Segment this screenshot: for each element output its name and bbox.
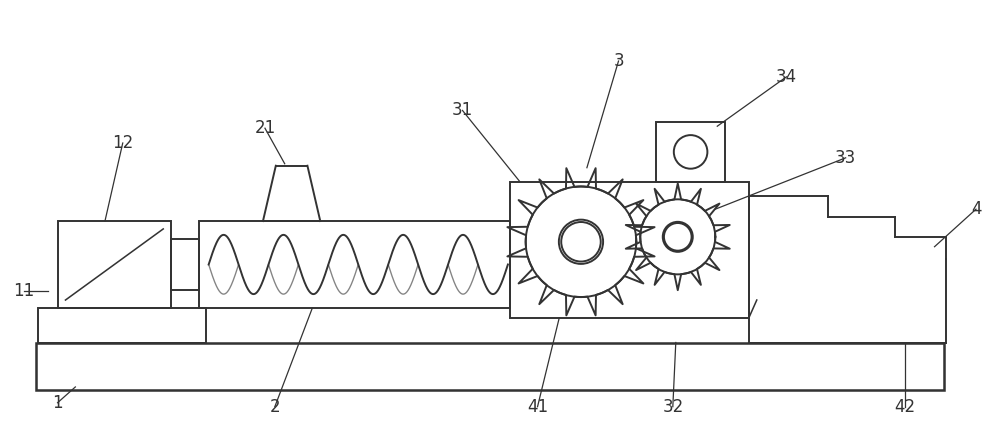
Text: 33: 33 bbox=[835, 149, 856, 167]
Text: 34: 34 bbox=[776, 68, 797, 86]
Bar bbox=[510, 181, 749, 318]
Text: 42: 42 bbox=[894, 398, 915, 416]
Bar bbox=[38, 308, 206, 342]
Text: 31: 31 bbox=[452, 101, 473, 119]
Text: 4: 4 bbox=[971, 200, 981, 218]
Bar bbox=[36, 342, 944, 390]
Bar bbox=[199, 221, 510, 308]
Text: 11: 11 bbox=[13, 282, 35, 300]
Text: 32: 32 bbox=[662, 398, 683, 416]
Text: 41: 41 bbox=[527, 398, 548, 416]
Bar bbox=[171, 239, 199, 290]
Text: 1: 1 bbox=[52, 394, 63, 412]
Bar bbox=[58, 221, 171, 308]
Text: 12: 12 bbox=[112, 134, 133, 152]
Text: 3: 3 bbox=[613, 52, 624, 70]
Text: 2: 2 bbox=[270, 398, 280, 416]
Text: 21: 21 bbox=[254, 119, 276, 137]
Bar bbox=[656, 122, 725, 181]
